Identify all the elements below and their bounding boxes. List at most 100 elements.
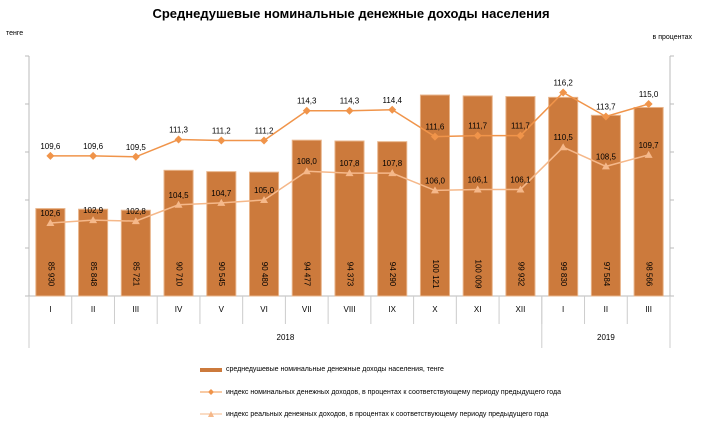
- point-label: 116,2: [553, 78, 573, 87]
- x-tick-label: XI: [474, 305, 482, 314]
- bar-label: 85 930: [46, 262, 55, 287]
- point-marker: [217, 198, 226, 206]
- point-label: 102,9: [83, 206, 104, 215]
- point-label: 114,4: [383, 96, 403, 105]
- point-marker: [388, 105, 397, 114]
- point-marker: [473, 185, 482, 193]
- bar-label: 100 009: [474, 260, 483, 289]
- x-tick-label: VIII: [343, 305, 355, 314]
- point-label: 108,5: [596, 152, 617, 161]
- point-marker: [89, 151, 98, 160]
- point-label: 111,6: [426, 123, 445, 132]
- point-marker: [388, 169, 397, 177]
- x-tick-label: I: [562, 305, 564, 314]
- bar-label: 94 373: [345, 262, 354, 287]
- chart-title: Среднедушевые номинальные денежные доход…: [152, 6, 550, 21]
- legend-label: индекс реальных денежных доходов, в проц…: [226, 410, 549, 418]
- point-label: 107,8: [382, 159, 403, 168]
- x-tick-label: XII: [516, 305, 526, 314]
- point-marker: [473, 131, 482, 140]
- point-label: 102,8: [126, 207, 147, 216]
- point-marker: [601, 112, 610, 121]
- x-tick-label: IV: [175, 305, 183, 314]
- legend-label: индекс номинальных денежных доходов, в п…: [226, 388, 561, 396]
- x-tick-label: VI: [260, 305, 268, 314]
- bar-label: 99 830: [559, 262, 568, 287]
- point-marker: [260, 136, 269, 145]
- point-marker: [302, 106, 311, 115]
- bar-label: 100 121: [431, 260, 440, 289]
- point-marker: [430, 132, 439, 141]
- point-label: 111,2: [212, 126, 231, 135]
- point-label: 102,6: [40, 209, 61, 218]
- point-marker: [131, 217, 140, 225]
- point-label: 104,5: [169, 191, 190, 200]
- year-label: 2019: [597, 333, 615, 342]
- bar: [334, 140, 365, 297]
- bar: [419, 94, 450, 297]
- bar: [590, 114, 621, 297]
- year-label: 2018: [277, 333, 295, 342]
- point-marker: [260, 196, 269, 203]
- point-label: 115,0: [639, 90, 659, 99]
- x-tick-label: V: [219, 305, 225, 314]
- bar-label: 90 480: [260, 262, 269, 287]
- legend-bar: среднедушевые номинальные денежные доход…: [200, 366, 444, 373]
- point-marker: [46, 219, 55, 227]
- point-marker: [174, 135, 183, 144]
- point-marker: [644, 100, 653, 108]
- point-marker: [345, 169, 354, 177]
- point-marker: [302, 167, 311, 175]
- legend-nominal: индекс номинальных денежных доходов, в п…: [200, 388, 561, 396]
- point-marker: [131, 152, 140, 161]
- point-marker: [89, 216, 98, 224]
- x-tick-label: III: [645, 305, 652, 314]
- point-marker: [644, 150, 653, 158]
- point-label: 109,6: [83, 142, 104, 151]
- bar-label: 97 584: [602, 262, 611, 287]
- bar-label: 90 710: [174, 262, 183, 287]
- bar: [505, 96, 536, 297]
- bar-label: 90 545: [217, 262, 226, 287]
- point-label: 104,7: [211, 189, 232, 198]
- bar: [206, 171, 237, 297]
- point-label: 111,7: [468, 122, 487, 131]
- bar: [548, 96, 579, 297]
- point-marker: [559, 88, 568, 97]
- point-label: 111,2: [255, 126, 274, 135]
- bar: [291, 139, 322, 297]
- bar-label: 94 290: [388, 262, 397, 287]
- point-marker: [516, 185, 525, 193]
- point-label: 106,1: [468, 175, 489, 184]
- point-label: 105,0: [254, 186, 275, 195]
- right-axis-label: в процентах: [652, 34, 692, 41]
- x-tick-label: X: [432, 305, 438, 314]
- bar-label: 99 932: [516, 262, 525, 287]
- point-marker: [345, 106, 354, 115]
- point-marker: [430, 186, 439, 194]
- legend-real: индекс реальных денежных доходов, в проц…: [200, 410, 548, 418]
- point-label: 110,5: [553, 133, 573, 142]
- point-label: 114,3: [340, 97, 360, 106]
- point-label: 111,3: [169, 126, 188, 135]
- point-label: 106,0: [425, 176, 446, 185]
- point-label: 111,7: [511, 122, 530, 131]
- point-label: 106,1: [510, 175, 531, 184]
- bar-label: 85 721: [132, 262, 141, 287]
- x-tick-label: IX: [388, 305, 396, 314]
- bar: [377, 141, 408, 297]
- point-label: 108,0: [297, 157, 318, 166]
- bar: [163, 169, 194, 297]
- x-tick-label: VII: [302, 305, 312, 314]
- point-marker: [46, 151, 55, 160]
- point-label: 109,5: [126, 143, 147, 152]
- point-marker: [559, 143, 568, 151]
- left-axis-label: тенге: [6, 30, 24, 37]
- point-label: 114,3: [297, 97, 317, 106]
- x-tick-label: II: [91, 305, 95, 314]
- bar: [120, 209, 151, 297]
- point-label: 109,6: [40, 142, 61, 151]
- point-label: 107,8: [339, 159, 360, 168]
- legend-label: среднедушевые номинальные денежные доход…: [226, 366, 444, 373]
